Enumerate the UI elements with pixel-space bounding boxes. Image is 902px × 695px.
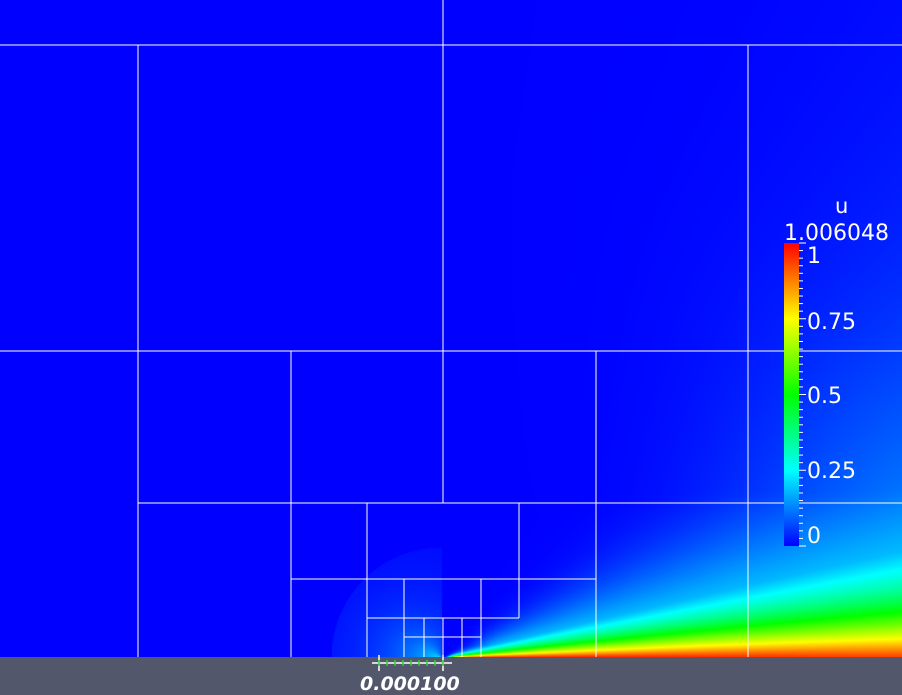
colorbar-gradient: [784, 243, 799, 546]
scalar-field-plot: [0, 0, 902, 657]
colorbar-max-label: 1.006048: [784, 221, 889, 246]
colorbar-tick-label: 1: [807, 244, 821, 269]
scale-bar-label: 0.000100: [360, 673, 460, 695]
colorbar-tick-label: 0.5: [807, 384, 842, 409]
colorbar-tick-label: 0.75: [807, 310, 856, 335]
colorbar-tick-label: 0: [807, 524, 821, 549]
colorbar-tick-marks: [799, 242, 806, 547]
colorbar-title: u: [835, 194, 849, 218]
mesh-overlay: [0, 0, 902, 657]
colorbar-tick-label: 0.25: [807, 459, 856, 484]
